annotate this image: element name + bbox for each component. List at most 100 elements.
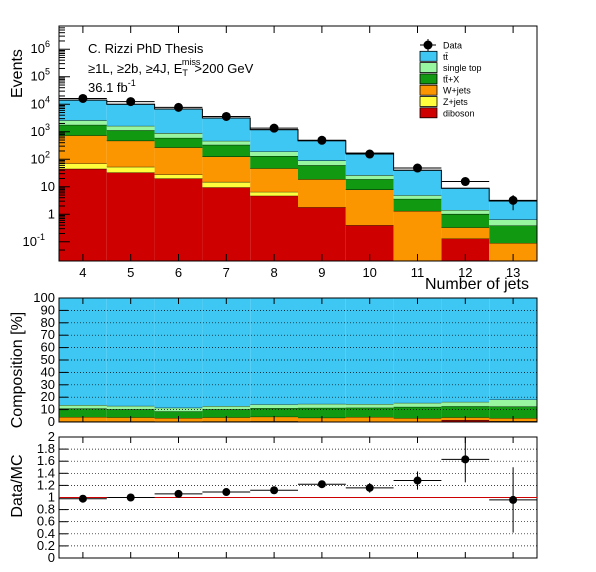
bar-zjets-7 [202, 181, 251, 188]
legend-data-marker [423, 40, 433, 50]
ratio-y-tick-label-0.4: 0.4 [37, 526, 55, 541]
composition-single_top-10-8 [441, 401, 490, 407]
composition-y-tick-label-80: 80 [41, 315, 55, 330]
bar-ttX-5 [106, 130, 155, 141]
bar-ttbar-6 [154, 109, 203, 134]
composition-single_top-10-2 [154, 407, 203, 412]
bar-single_top-5 [106, 125, 155, 131]
composition-ttbar-10-6 [345, 298, 394, 405]
x-tick-label-10: 10 [362, 265, 376, 280]
y-tick-label-10^4: 104 [31, 94, 50, 111]
bar-ttX-12 [441, 213, 490, 228]
ratio-y-tick-label-1: 1 [48, 490, 55, 505]
ratio-y-tick-label-1.6: 1.6 [37, 453, 55, 468]
bar-diboson-5 [106, 172, 155, 261]
composition-y-tick-label-0: 0 [48, 414, 55, 429]
bar-single_top-13 [489, 219, 537, 226]
bar-diboson-8 [250, 195, 298, 261]
composition-single_top-10-5 [298, 403, 346, 408]
ratio-y-tick-label-2: 2 [48, 429, 55, 444]
bar-zjets-4 [59, 163, 107, 169]
composition-y-tick-label-10: 10 [41, 402, 55, 417]
bar-wjets-11 [393, 210, 442, 261]
data-point-4 [78, 93, 88, 103]
y-tick-label-10^5: 105 [31, 67, 50, 84]
y-tick-label-10^-1: 10-1 [23, 232, 45, 249]
x-tick-label-9: 9 [318, 265, 325, 280]
y-tick-label-10: 10 [41, 179, 55, 194]
bar-ttX-6 [154, 137, 203, 148]
bar-zjets-8 [250, 191, 298, 196]
ratio-y-tick-label-0.8: 0.8 [37, 502, 55, 517]
bar-ttX-9 [298, 165, 346, 180]
composition-stack [59, 297, 537, 423]
bar-wjets-13 [489, 243, 537, 261]
data-point-8 [269, 123, 279, 133]
legend-label-diboson: diboson [443, 108, 475, 118]
top-panel: 4 5 6 7 8 9 10 11 12 13 10-11 10 102 103 104 105 106 Eve… [9, 25, 538, 293]
composition-ttX-10-5 [298, 407, 346, 418]
ratio-y-tick-label-0.2: 0.2 [37, 538, 55, 553]
legend-label-ttbar: tt̄ [443, 52, 449, 62]
composition-y-tick-label-60: 60 [41, 340, 55, 355]
legend-label-wjets: W+jets [443, 86, 471, 96]
data-points [59, 93, 537, 211]
composition-ttX-10-9 [489, 406, 537, 419]
ratio-ylabel: Data/MC [9, 454, 26, 517]
ratio-y-tick-label-1.2: 1.2 [37, 477, 55, 492]
composition-single_top-10-4 [250, 404, 298, 409]
bar-zjets-6 [154, 174, 203, 179]
composition-single_top-10-1 [106, 405, 155, 410]
legend-label-ttX: tt̄+X [443, 74, 459, 84]
bar-single_top-9 [298, 160, 346, 166]
composition-ttX-10-2 [154, 411, 203, 419]
ratio-y-tick-label-0.6: 0.6 [37, 514, 55, 529]
ratio-point-6 [174, 489, 183, 498]
data-point-10 [365, 149, 375, 159]
ratio-point-8 [270, 486, 279, 495]
bar-wjets-7 [202, 156, 251, 182]
x-tick-label-8: 8 [270, 265, 277, 280]
bar-single_top-12 [441, 209, 490, 214]
composition-ttbar-10-5 [298, 298, 346, 404]
annotation: C. Rizzi PhD Thesis ≥1L, ≥2b, ≥4J, ETmis… [88, 41, 254, 95]
bar-ttX-10 [345, 179, 394, 190]
composition-single_top-10-7 [393, 402, 442, 407]
legend-label-zjets: Z+jets [443, 97, 468, 107]
composition-y-tick-label-30: 30 [41, 377, 55, 392]
composition-y-tick-label-90: 90 [41, 302, 55, 317]
composition-single_top-10-3 [202, 406, 251, 410]
bar-ttX-13 [489, 225, 537, 244]
y-tick-label-10^2: 102 [31, 149, 50, 166]
composition-y-tick-label-100: 100 [33, 290, 55, 305]
composition-y-tick-label-20: 20 [41, 389, 55, 404]
composition-single_top-10-6 [345, 404, 394, 408]
data-point-5 [126, 97, 136, 107]
annotation-line1: C. Rizzi PhD Thesis [88, 41, 204, 56]
ratio-points [59, 437, 537, 533]
x-tick-label-12: 12 [458, 265, 472, 280]
ratio-point-12 [461, 455, 470, 464]
composition-ylabel: Composition [%] [9, 312, 26, 429]
top-frame [58, 25, 538, 262]
bar-wjets-8 [250, 168, 298, 192]
stacked-bars [59, 99, 537, 261]
legend-swatch-diboson [419, 107, 438, 119]
bar-ttbar-7 [202, 117, 251, 141]
bar-diboson-6 [154, 178, 203, 261]
y-tick-label-10^3: 103 [31, 122, 50, 139]
bar-single_top-10 [345, 175, 394, 180]
data-point-7 [221, 111, 231, 121]
mc-total-outline [59, 99, 537, 202]
bar-ttbar-4 [59, 100, 107, 121]
bar-ttbar-12 [441, 188, 490, 210]
x-tick-label-5: 5 [127, 265, 134, 280]
composition-y-tick-label-70: 70 [41, 327, 55, 342]
composition-ttX-10-3 [202, 409, 251, 418]
data-point-13 [508, 195, 518, 205]
bar-ttbar-8 [250, 129, 298, 152]
data-point-9 [317, 135, 327, 145]
composition-ttX-10-7 [393, 406, 442, 419]
legend-swatch-ttX [419, 73, 438, 85]
bar-wjets-6 [154, 147, 203, 175]
